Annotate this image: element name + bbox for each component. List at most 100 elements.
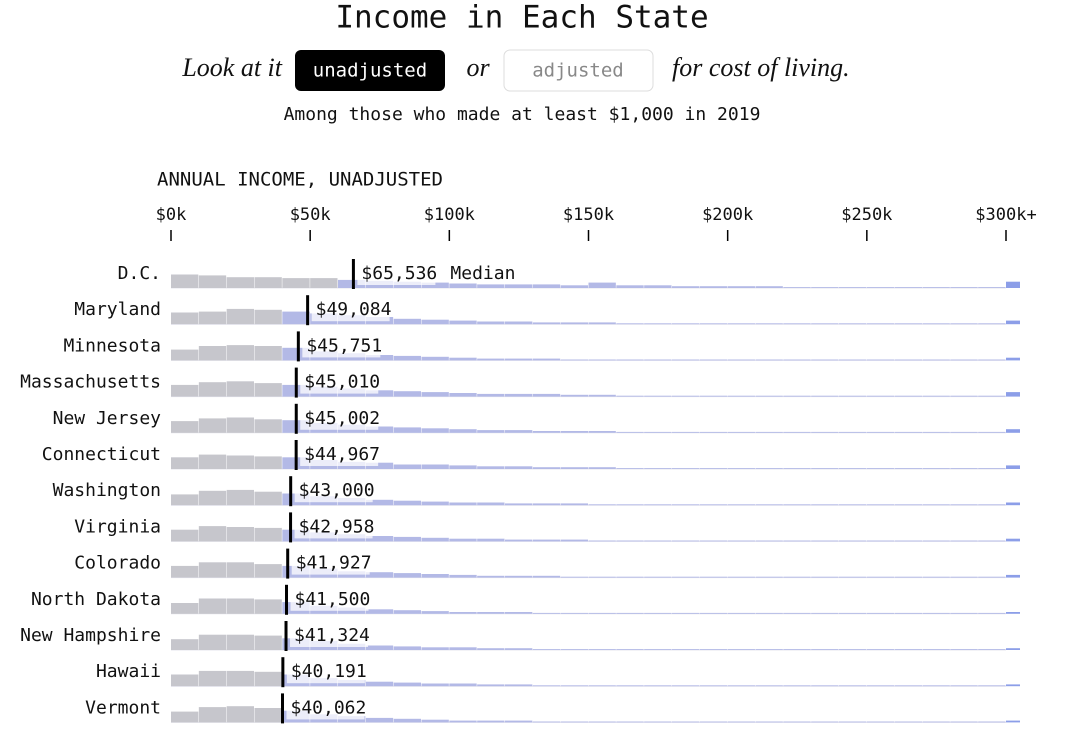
toggle-label[interactable]: adjusted bbox=[532, 60, 624, 82]
histogram-bar bbox=[811, 649, 839, 650]
histogram-bar bbox=[672, 323, 700, 325]
histogram-bar bbox=[922, 504, 950, 506]
histogram-bar bbox=[755, 685, 783, 687]
histogram-bar bbox=[477, 720, 505, 723]
histogram-bar bbox=[672, 576, 700, 578]
histogram-bar bbox=[727, 504, 755, 506]
histogram-bar bbox=[282, 311, 310, 325]
toggle-button[interactable] bbox=[295, 50, 445, 91]
histogram-bar bbox=[226, 381, 254, 397]
median-marker bbox=[286, 548, 290, 579]
histogram-bar bbox=[672, 431, 700, 433]
histogram-bar bbox=[477, 430, 505, 433]
histogram-bar bbox=[588, 431, 616, 433]
histogram-bar bbox=[950, 504, 978, 506]
histogram-bar bbox=[588, 540, 616, 542]
histogram-bar bbox=[226, 527, 254, 542]
overflow-bar bbox=[1006, 684, 1020, 687]
histogram-bar bbox=[672, 721, 700, 723]
histogram-bar bbox=[226, 308, 254, 325]
median-marker bbox=[281, 693, 285, 724]
histogram-bar bbox=[560, 721, 588, 723]
histogram-bar bbox=[922, 431, 950, 433]
histogram-bar bbox=[421, 428, 449, 433]
histogram-bar bbox=[727, 286, 755, 288]
histogram-bar bbox=[894, 395, 922, 397]
median-label: $41,927 bbox=[296, 553, 372, 574]
histogram-bar bbox=[365, 390, 394, 397]
histogram-bar bbox=[477, 502, 505, 506]
label-bg bbox=[300, 444, 379, 466]
histogram-bar bbox=[672, 612, 700, 614]
histogram-bar bbox=[254, 419, 282, 433]
toggle-button[interactable] bbox=[503, 49, 654, 92]
histogram-bar bbox=[393, 646, 421, 650]
histogram-bar bbox=[783, 649, 811, 650]
histogram-bar bbox=[421, 574, 449, 578]
histogram-bar bbox=[922, 721, 950, 723]
histogram-bar bbox=[282, 278, 310, 288]
histogram-bar bbox=[588, 721, 616, 723]
histogram-bar bbox=[477, 538, 505, 542]
histogram-bar bbox=[449, 502, 477, 506]
histogram-bar bbox=[755, 286, 783, 288]
histogram-bar bbox=[365, 609, 394, 614]
histogram-bar bbox=[950, 540, 978, 542]
histogram-bar bbox=[254, 309, 282, 325]
histogram-bar bbox=[922, 685, 950, 687]
histogram-bar bbox=[894, 576, 922, 578]
histogram-bar bbox=[532, 358, 561, 361]
histogram-bar bbox=[449, 429, 477, 433]
histogram-bar bbox=[198, 634, 227, 650]
histogram-bar bbox=[171, 494, 199, 506]
toggle-label[interactable]: unadjusted bbox=[313, 60, 427, 82]
histogram-bar bbox=[950, 721, 978, 723]
histogram-bar bbox=[449, 393, 477, 397]
histogram-bar bbox=[198, 562, 227, 578]
histogram-bar bbox=[421, 611, 449, 614]
overflow-bar bbox=[1006, 429, 1020, 433]
chart-title: Income in Each State bbox=[335, 0, 708, 36]
histogram-bar bbox=[922, 540, 950, 542]
histogram-bar bbox=[616, 685, 644, 687]
histogram-bar bbox=[198, 311, 227, 325]
overflow-bar bbox=[1006, 612, 1020, 614]
label-bg bbox=[286, 697, 365, 720]
histogram-bar bbox=[839, 323, 867, 325]
histogram-bar bbox=[644, 468, 672, 469]
label-bg bbox=[302, 335, 381, 358]
histogram-bar bbox=[894, 504, 922, 506]
histogram-bar bbox=[560, 394, 588, 397]
histogram-bar bbox=[505, 358, 533, 361]
overflow-bar bbox=[1006, 574, 1020, 578]
histogram-bar bbox=[226, 345, 254, 361]
histogram-bar bbox=[950, 576, 978, 578]
histogram-bar bbox=[755, 323, 783, 325]
overflow-bar bbox=[1006, 465, 1020, 469]
histogram-bar bbox=[644, 504, 672, 506]
histogram-bar bbox=[616, 323, 644, 325]
histogram-bar bbox=[588, 322, 616, 325]
histogram-bar bbox=[922, 576, 950, 578]
histogram-bar bbox=[866, 431, 895, 433]
histogram-bar bbox=[616, 395, 644, 397]
histogram-bar bbox=[644, 721, 672, 723]
histogram-bar bbox=[950, 323, 978, 325]
overflow-bar bbox=[1006, 320, 1020, 325]
histogram-bar bbox=[588, 576, 616, 578]
histogram-bar bbox=[616, 431, 644, 433]
histogram-bar bbox=[477, 393, 505, 397]
histogram-bar bbox=[198, 526, 227, 542]
histogram-bar bbox=[393, 718, 421, 723]
histogram-bar bbox=[894, 359, 922, 361]
histogram-bar bbox=[811, 395, 839, 397]
histogram-bar bbox=[226, 706, 254, 723]
histogram-bar bbox=[783, 721, 811, 723]
histogram-bar bbox=[811, 323, 839, 325]
histogram-bar bbox=[449, 465, 477, 469]
state-label: Connecticut bbox=[42, 444, 161, 465]
histogram-bar bbox=[505, 720, 533, 723]
label-bg bbox=[290, 588, 369, 611]
histogram-bar bbox=[866, 685, 895, 687]
